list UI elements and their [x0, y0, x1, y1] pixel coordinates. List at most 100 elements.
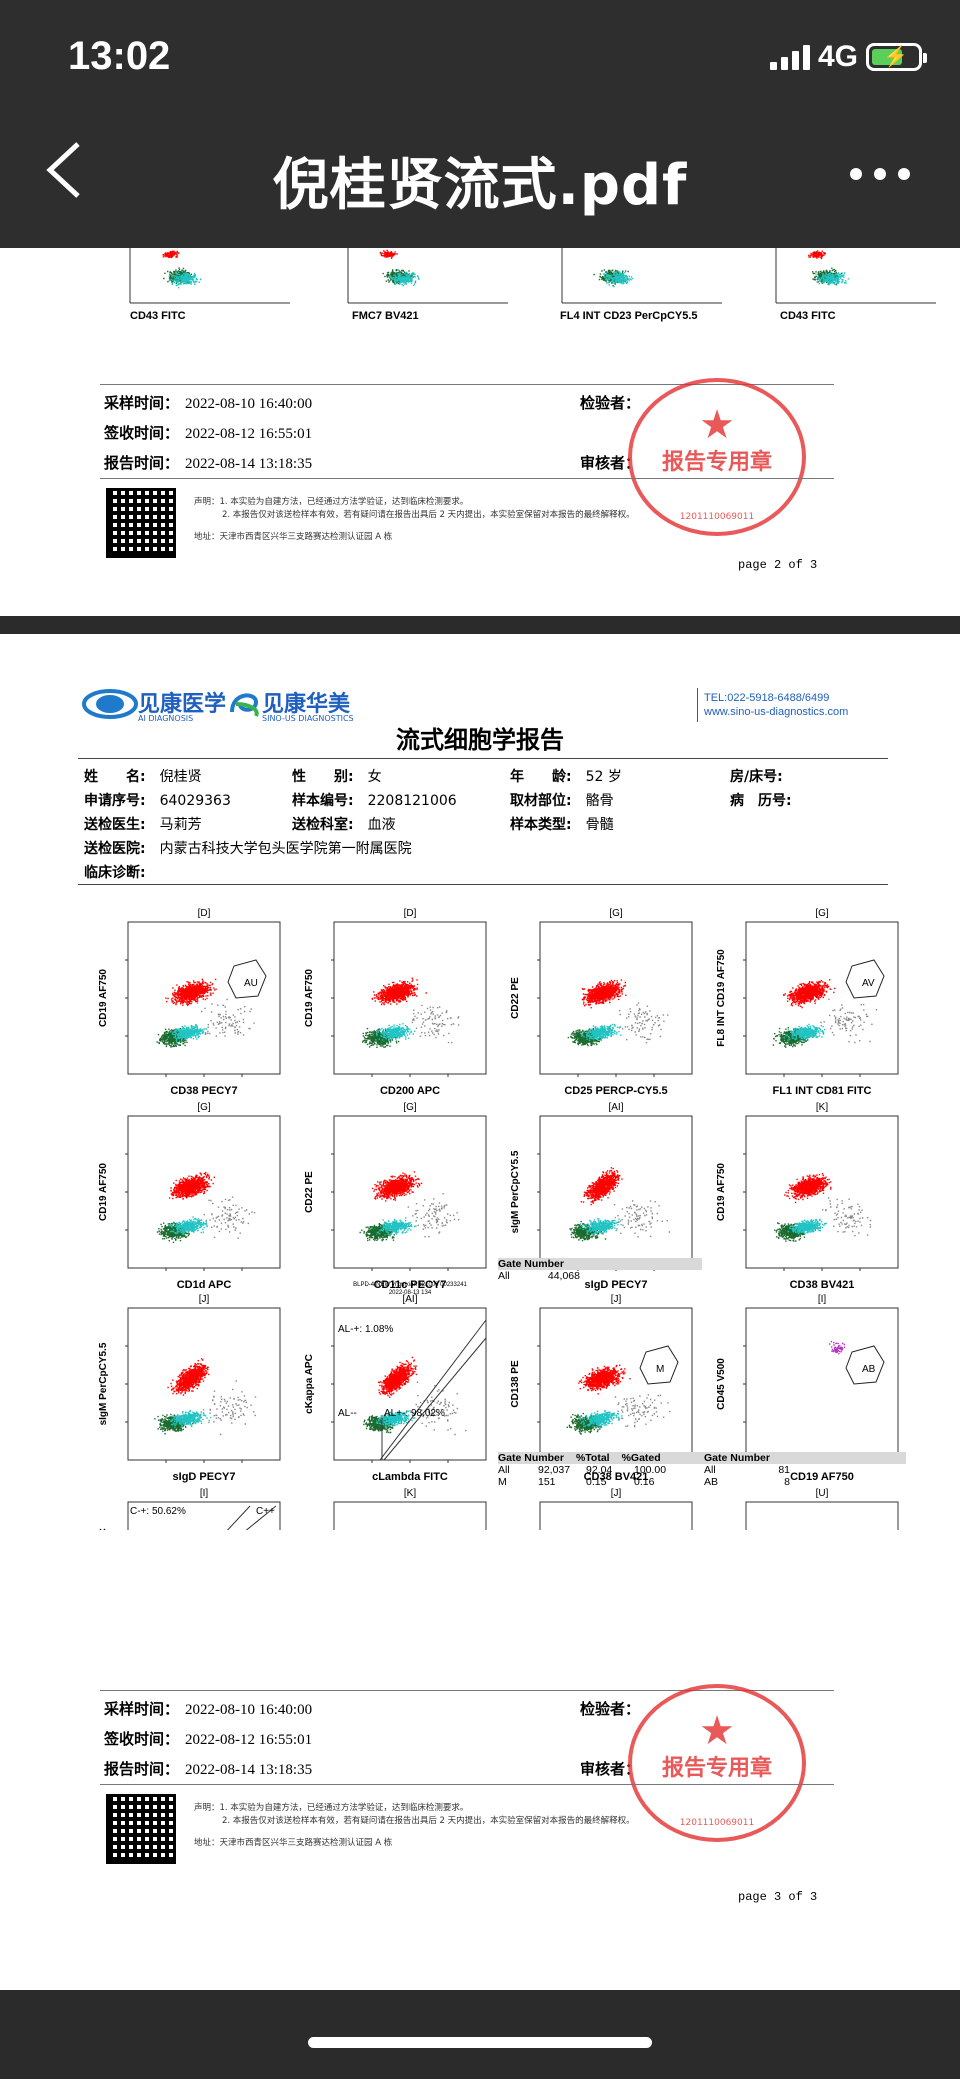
info-type: 样本类型: 骨髓 — [510, 817, 614, 833]
plot-xlabel: CD38 BV421 — [584, 1471, 649, 1483]
flow-plot: [AI] sIgD PECY7 sIgM PerCpCY5.5 — [510, 1102, 693, 1291]
logo-left-sub: AI DIAGNOSIS — [138, 714, 194, 723]
document-title: 倪桂贤流式.pdf — [272, 153, 688, 218]
plot-ylabel: sIgM PerCpCY5.5 — [510, 1150, 521, 1233]
info-record: 病 历号: — [730, 793, 792, 809]
gate-table-2: Gate Number %Total %Gated All 92,037 92.04 10… — [498, 1452, 704, 1488]
flow-plot: [G] CD1d APC CD19 AF750 — [98, 1102, 281, 1291]
plot-xlabel: FL1 INT CD81 FITC — [772, 1085, 871, 1097]
plot-tag: [K] — [816, 1102, 828, 1113]
stamp-icon: ★ 报告专用章 1201110069011 — [628, 378, 806, 536]
plot-xlabel: CD38 BV421 — [790, 1279, 855, 1291]
plot-ylabel: CD19 AF750 — [716, 1163, 727, 1221]
plot-ylabel: FL6 INT cKappa APC — [98, 1528, 109, 1530]
plot-tag: [J] — [611, 1294, 622, 1305]
p2-reviewer-label: 审核者： — [580, 454, 641, 472]
qr-code-icon — [106, 488, 176, 558]
gate-label: AB — [862, 1364, 876, 1375]
flow-plot: [G] CD11c PECY7 CD22 PE — [304, 1102, 487, 1291]
flow-plot: [G] FL1 INT CD81 FITC FL8 INT CD19 AF750 AV — [716, 908, 899, 1097]
plot-ylabel: CD19 AF750 — [304, 969, 315, 1027]
info-doctor: 送检医生: 马莉芳 — [84, 817, 202, 833]
plot-tag: [G] — [197, 1102, 211, 1113]
pdf-page-3: 见康医学 AI DIAGNOSIS 见康华美 SINO-US DIAGNOSTI… — [0, 634, 960, 1990]
info-bed: 房/床号: — [730, 769, 783, 785]
flow-plot: [J] sIgD PECY7 sIgM PerCpCY5.5 — [98, 1294, 281, 1483]
plot-tag: [J] — [199, 1294, 210, 1305]
home-indicator[interactable] — [308, 2037, 652, 2048]
page2-plot-strip — [129, 248, 936, 304]
plot-tag: [AI] — [608, 1102, 623, 1113]
p2-note-3: 地址：天津市西青区兴华三支路赛达检测认证园 A 栋 — [194, 532, 393, 542]
p2-inspector-label: 检验者： — [580, 394, 641, 412]
p2-note-1: 声明：1. 本实验为自建方法，已经通过方法学验证，达到临床检测要求。 — [194, 497, 469, 507]
p2-xlabel-3: FL4 INT CD23 PerCpCY5.5 — [560, 310, 698, 322]
plot-header-2: 2022-08-13 134 — [389, 1290, 432, 1296]
gate-table-3: Gate Number All 81 AB 8 — [704, 1452, 906, 1488]
flow-plot: [AI] cLambda FITC cKappa APC — [304, 1294, 487, 1483]
logo-left-text: 见康医学 — [138, 692, 227, 717]
tel: TEL:022-5918-6488/6499 — [704, 692, 830, 704]
plot-tag: [U] — [816, 1488, 829, 1499]
p3-note-1: 声明：1. 本实验为自建方法，已经通过方法学验证，达到临床检测要求。 — [194, 1803, 469, 1813]
p2-report-time: 报告时间： 2022-08-14 13:18:35 — [104, 454, 313, 472]
plot-tag: [D] — [404, 908, 417, 919]
report-title: 流式细胞学报告 — [396, 726, 564, 754]
p3-report-time: 报告时间： 2022-08-14 13:18:35 — [104, 1760, 313, 1778]
qr-code-icon — [106, 1794, 176, 1864]
divider — [78, 884, 888, 885]
logo-right-sub: SINO-US DIAGNOSTICS — [262, 714, 354, 723]
info-hospital: 送检医院: 内蒙古科技大学包头医学院第一附属医院 — [84, 841, 412, 857]
status-time: 13:02 — [68, 34, 171, 78]
p2-xlabel-2: FMC7 BV421 — [352, 310, 419, 322]
info-sex: 性 别: 女 — [292, 769, 382, 785]
sino-us-logo-icon — [230, 693, 259, 717]
info-name: 姓 名: 倪桂贤 — [84, 769, 202, 785]
info-sample-no: 样本编号: 2208121006 — [292, 793, 457, 809]
flow-plot: [I] CD19 AF750 CD45 V500 AB — [716, 1294, 899, 1483]
info-dept: 送检科室: 血液 — [292, 817, 396, 833]
gate-label: AV — [862, 978, 875, 989]
plot-tag: [G] — [403, 1102, 417, 1113]
info-site: 取材部位: 骼骨 — [510, 793, 614, 809]
network-type: 4G — [817, 40, 858, 73]
p2-xlabel-1: CD43 FITC — [130, 310, 186, 322]
gate-table-header: Gate Number — [498, 1258, 702, 1270]
plot-tag: [G] — [609, 908, 623, 919]
flow-plot: [D] CD200 APC CD19 AF750 — [304, 908, 487, 1097]
back-chevron-icon[interactable] — [44, 140, 84, 200]
p2-sample-time: 采样时间： 2022-08-10 16:40:00 — [104, 394, 313, 412]
flow-plot: [D] CD38 PECY7 CD19 AF750 AU — [98, 908, 281, 1097]
pdf-page-2: CD43 FITC FMC7 BV421 FL4 INT CD23 PerCpC… — [0, 248, 960, 616]
divider — [100, 384, 834, 385]
flow-plot: [J] CD38 BV421 CD138 PE M — [510, 1294, 693, 1483]
gate-stat-label: AL-- — [338, 1408, 357, 1419]
bottom-bar — [0, 1990, 960, 2079]
plot-ylabel: sIgM PerCpCY5.5 — [98, 1342, 109, 1425]
signal-icon — [769, 44, 810, 70]
plot-ylabel: cKappa APC — [304, 1354, 315, 1414]
flow-plot: [I]FL1 INT cLambda FITCFL6 INT cKappa AP… — [98, 1488, 281, 1530]
flow-plot: [K] CD38 BV421 CD19 AF750 — [716, 1102, 899, 1291]
status-icons: 4G ⚡ — [769, 40, 927, 74]
p3-receive-time: 签收时间： 2022-08-12 16:55:01 — [104, 1730, 313, 1748]
plot-ylabel: FL8 INT CD19 AF750 — [716, 949, 727, 1047]
plot-ylabel: CD45 V500 — [716, 1358, 727, 1410]
plot-ylabel: CD19 AF750 — [98, 969, 109, 1027]
plot-tag: [I] — [818, 1294, 827, 1305]
website: www.sino-us-diagnostics.com — [704, 706, 849, 718]
divider — [100, 1690, 834, 1691]
plot-xlabel: CD38 PECY7 — [170, 1085, 237, 1097]
stamp-icon: ★ 报告专用章 1201110069011 — [628, 1684, 806, 1842]
cytometry-plot-grid: [D] CD38 PECY7 CD19 AF750 AU [D] CD200 APC CD1… — [98, 908, 899, 1530]
gate-stat-label: C++ — [256, 1506, 275, 1517]
divider — [100, 478, 834, 479]
top-bar: 13:02 4G ⚡ 倪桂贤流式.pdf — [0, 0, 960, 248]
p2-xlabel-4: CD43 FITC — [780, 310, 836, 322]
more-dots-icon[interactable] — [850, 168, 910, 180]
plot-tag: [J] — [611, 1488, 622, 1499]
gate-stat-label: C-+: 50.62% — [130, 1506, 186, 1517]
plot-xlabel: sIgD PECY7 — [585, 1279, 648, 1291]
